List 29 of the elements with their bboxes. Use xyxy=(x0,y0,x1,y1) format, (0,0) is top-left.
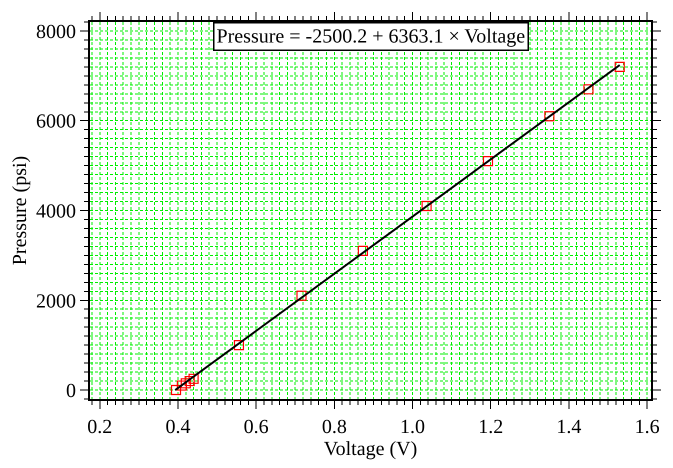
x-tick-label: 1.2 xyxy=(478,416,504,438)
point xyxy=(180,378,191,388)
point xyxy=(482,156,494,166)
x-tick-label: 0.8 xyxy=(322,416,347,438)
point xyxy=(188,374,199,384)
x-tick-label: 1.4 xyxy=(556,416,582,438)
x-axis-title: Voltage (V) xyxy=(324,438,418,460)
x-tick-label: 0.4 xyxy=(165,416,190,438)
point xyxy=(358,246,368,256)
point xyxy=(422,200,432,212)
point xyxy=(583,84,594,94)
x-tick-label: 0.2 xyxy=(87,416,112,438)
y-tick-label: 2000 xyxy=(36,290,76,312)
y-tick-label: 0 xyxy=(66,380,76,402)
point xyxy=(234,340,244,350)
point xyxy=(176,380,187,391)
y-tick-label: 8000 xyxy=(36,20,76,43)
point xyxy=(170,384,182,396)
point xyxy=(544,111,554,122)
annotation: Pressure = -2500.2 + 6363.1 × Voltage xyxy=(216,26,526,48)
y-tick-label: 4000 xyxy=(36,200,76,222)
point xyxy=(614,62,625,72)
x-tick-label: 0.6 xyxy=(244,416,269,438)
y-tick-label: 6000 xyxy=(36,110,76,133)
point xyxy=(296,290,307,301)
x-tick-label: 1.0 xyxy=(400,416,426,438)
y-axis-title: Pressure (psi) xyxy=(9,156,31,266)
x-tick-label: 1.6 xyxy=(634,416,660,438)
point xyxy=(184,376,195,386)
